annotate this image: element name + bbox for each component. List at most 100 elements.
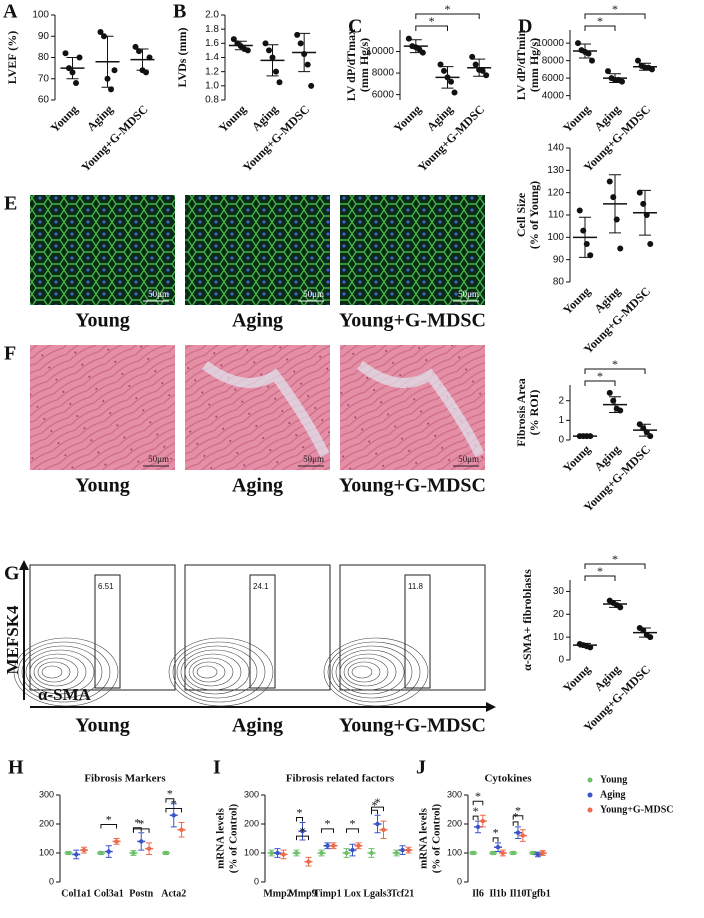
data-point	[269, 850, 274, 856]
data-point	[350, 847, 355, 853]
significance-label: *	[106, 812, 112, 826]
y-tick-label: 8000	[372, 68, 395, 79]
data-point	[606, 178, 613, 185]
error-bar	[609, 73, 621, 83]
data-point	[106, 849, 111, 854]
x-tick-label: Col3a1	[94, 888, 124, 899]
y-axis-label: LVDs (mm)	[175, 28, 189, 88]
x-tick-label: Col1a1	[61, 888, 91, 899]
micrograph	[30, 195, 175, 305]
data-point	[515, 830, 521, 835]
significance-label: *	[171, 796, 177, 810]
x-tick-label: Young	[560, 442, 593, 475]
caption: Young	[75, 715, 129, 737]
y-tick-label: 80	[38, 52, 50, 63]
y-tick-label: 300	[244, 789, 259, 799]
flow-plot	[29, 564, 176, 691]
data-point	[649, 66, 655, 73]
significance-label: *	[167, 786, 173, 800]
significance-bracket	[415, 13, 480, 19]
y-tick-label: 90	[38, 31, 50, 42]
x-tick-label: Tgfb1	[525, 888, 551, 899]
data-point	[479, 67, 486, 74]
y-axis-label: mRNA levels	[418, 807, 430, 869]
error-bar	[639, 62, 651, 71]
scale-bar-label: 50μm	[303, 289, 324, 299]
data-point	[262, 40, 269, 47]
y-axis-label: LVEF (%)	[5, 31, 19, 84]
flow-plot	[184, 564, 331, 691]
y-tick-label: 1.4	[205, 52, 219, 63]
significance-label: *	[138, 817, 144, 831]
error-bar	[101, 35, 114, 88]
y-axis-label: mRNA levels	[215, 807, 227, 869]
error-bar	[66, 57, 79, 80]
significance-label: *	[513, 810, 519, 824]
flow-x-label: α-SMA	[38, 685, 92, 704]
contour	[188, 657, 234, 687]
x-tick-label: Timp1	[313, 888, 341, 899]
micrograph	[340, 195, 485, 305]
significance-label: *	[612, 552, 618, 566]
y-tick-label: 300	[39, 789, 54, 799]
y-tick-label: 30	[553, 586, 565, 597]
y-axis-label: (% of Control)	[228, 803, 240, 873]
y-axis-label: LV dP/dTmax	[344, 29, 358, 101]
y-tick-label: 1.8	[205, 24, 219, 35]
y-tick-label: 6000	[372, 89, 395, 100]
data-point	[62, 50, 69, 57]
data-point	[275, 850, 280, 856]
data-point	[300, 829, 305, 834]
x-tick-label: Il1b	[489, 888, 507, 899]
data-point	[136, 48, 142, 55]
y-tick-label: 2.0	[205, 10, 219, 21]
caption: Aging	[232, 310, 283, 332]
data-point	[266, 47, 272, 54]
fibrosis-region	[202, 360, 330, 458]
error-bar	[639, 423, 651, 437]
caption: Young+G-MDSC	[339, 715, 486, 737]
significance-bracket	[472, 800, 484, 806]
legend-marker	[587, 792, 593, 798]
data-point	[472, 61, 479, 68]
contour	[339, 653, 397, 691]
data-point	[520, 833, 525, 838]
scale-bar-label: 50μm	[458, 289, 479, 299]
caption: Young+G-MDSC	[339, 310, 486, 332]
data-point	[230, 36, 237, 43]
contour	[21, 645, 103, 699]
panel-letter: E	[4, 193, 17, 215]
gate-value: 24.1	[253, 582, 269, 591]
data-point	[419, 49, 426, 56]
error-bar	[609, 600, 621, 608]
y-axis-label: LV dP/dTmin	[514, 29, 528, 100]
significance-label: *	[134, 815, 140, 829]
data-point	[356, 843, 361, 848]
data-point	[244, 47, 251, 54]
gate-value: 11.8	[408, 582, 424, 591]
data-point	[576, 207, 583, 214]
data-point	[325, 843, 330, 848]
y-tick-label: 1.6	[205, 38, 219, 49]
significance-label: *	[493, 826, 499, 840]
data-point	[297, 40, 304, 47]
data-point	[281, 852, 286, 857]
data-point	[108, 86, 114, 93]
legend-label: Aging	[600, 789, 626, 800]
significance-bracket	[296, 817, 303, 822]
y-tick-label: 0	[558, 655, 564, 666]
error-bar	[579, 216, 591, 258]
data-point	[587, 252, 594, 259]
data-point	[306, 859, 311, 864]
y-tick-label: 80	[553, 277, 565, 288]
significance-bracket	[584, 13, 646, 19]
contour	[37, 661, 71, 683]
significance-bracket	[492, 837, 499, 842]
panel-letter: D	[518, 16, 532, 38]
gate	[249, 574, 276, 689]
significance-label: *	[597, 369, 603, 383]
legend-label: Young+G-MDSC	[600, 804, 674, 815]
data-point	[394, 850, 399, 856]
contour	[343, 657, 389, 687]
y-tick-label: 1.2	[205, 66, 219, 77]
